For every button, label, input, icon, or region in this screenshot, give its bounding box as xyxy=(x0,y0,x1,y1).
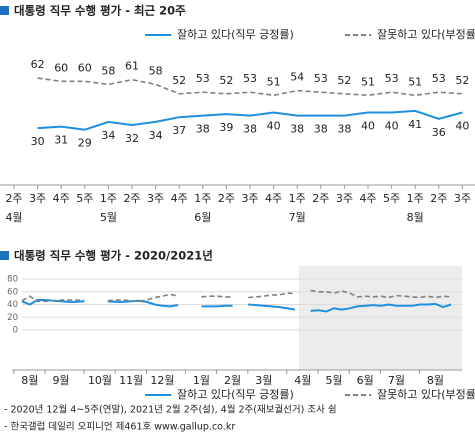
value-label: 36 xyxy=(432,126,446,139)
x-tick-label: 2주 xyxy=(312,192,329,205)
x-tick-label: 1주 xyxy=(407,192,424,205)
x-tick-label: 4주 xyxy=(53,192,70,205)
value-label: 39 xyxy=(219,121,233,134)
y-tick-label: 80 xyxy=(7,275,18,285)
chart-title: 대통령 직무 수행 평가 - 최근 20주 xyxy=(14,4,186,18)
value-label: 53 xyxy=(243,72,257,85)
value-label: 38 xyxy=(337,123,351,136)
value-label: 61 xyxy=(125,60,139,73)
value-label: 58 xyxy=(101,64,115,77)
value-label: 52 xyxy=(219,74,233,87)
x-tick-label: 3주 xyxy=(454,192,471,205)
x-tick-label: 12월 xyxy=(150,374,174,387)
footnote: - 2020년 12월 4~5주(연말), 2021년 2월 2주(설), 4월… xyxy=(4,404,337,416)
x-tick-label: 3주 xyxy=(336,192,353,205)
footnote: - 한국갤럽 데일리 오피니언 제461호 www.gallup.co.kr xyxy=(4,421,235,433)
value-label: 38 xyxy=(314,123,328,136)
value-label: 40 xyxy=(361,120,375,133)
x-tick-label: 10월 xyxy=(88,374,112,387)
value-label: 32 xyxy=(125,132,139,145)
x-tick-label: 3주 xyxy=(29,192,46,205)
value-label: 37 xyxy=(172,124,186,137)
y-tick-label: 20 xyxy=(7,313,18,323)
x-tick-label: 8월 xyxy=(21,374,38,387)
title-bullet xyxy=(0,6,9,15)
x-group-label: 6월 xyxy=(194,211,211,224)
x-tick-label: 4주 xyxy=(359,192,376,205)
value-label: 51 xyxy=(267,75,281,88)
value-label: 54 xyxy=(290,71,304,84)
x-group-label: 8월 xyxy=(407,211,424,224)
legend-label: 잘못하고 있다(부정률, %) xyxy=(377,387,475,401)
value-label: 53 xyxy=(432,72,446,85)
x-tick-label: 4주 xyxy=(171,192,188,205)
value-label: 51 xyxy=(361,75,375,88)
x-tick-label: 6월 xyxy=(357,374,374,387)
x-tick-label: 2주 xyxy=(5,192,22,205)
line xyxy=(37,109,463,131)
x-tick-label: 1주 xyxy=(194,192,211,205)
x-tick-label: 9월 xyxy=(52,374,69,387)
x-tick-label: 4월 xyxy=(294,374,311,387)
x-tick-label: 3주 xyxy=(241,192,258,205)
x-tick-label: 5주 xyxy=(383,192,400,205)
value-label: 52 xyxy=(455,74,469,87)
line xyxy=(21,289,452,303)
value-label: 29 xyxy=(78,137,92,150)
x-tick-label: 3주 xyxy=(147,192,164,205)
value-label: 60 xyxy=(78,61,92,74)
x-tick-label: 1주 xyxy=(100,192,117,205)
value-label: 40 xyxy=(267,120,281,133)
value-label: 52 xyxy=(172,74,186,87)
value-label: 58 xyxy=(149,64,163,77)
x-tick-label: 5주 xyxy=(76,192,93,205)
legend-label: 잘못하고 있다(부정률, %) xyxy=(377,27,475,41)
x-tick-label: 1주 xyxy=(289,192,306,205)
x-group-label: 4월 xyxy=(5,211,22,224)
x-tick-label: 8월 xyxy=(427,374,444,387)
x-tick-label: 2주 xyxy=(218,192,235,205)
value-label: 38 xyxy=(290,123,304,136)
x-group-label: 7월 xyxy=(289,211,306,224)
value-label: 38 xyxy=(196,123,210,136)
x-tick-label: 2주 xyxy=(430,192,447,205)
y-tick-label: 40 xyxy=(7,300,18,310)
value-label: 53 xyxy=(196,72,210,85)
x-tick-label: 3월 xyxy=(255,374,272,387)
legend-label: 잘하고 있다(직무 긍정률) xyxy=(177,27,294,41)
legend-label: 잘하고 있다(직무 긍정률) xyxy=(177,387,294,401)
x-tick-label: 5월 xyxy=(325,374,342,387)
value-label: 40 xyxy=(455,120,469,133)
value-label: 53 xyxy=(314,72,328,85)
value-label: 38 xyxy=(243,123,257,136)
value-label: 53 xyxy=(385,72,399,85)
x-group-label: 5월 xyxy=(100,211,117,224)
value-label: 41 xyxy=(408,118,422,131)
x-tick-label: 2주 xyxy=(123,192,140,205)
value-label: 51 xyxy=(408,75,422,88)
chart-title: 대통령 직무 수행 평가 - 2020/2021년 xyxy=(14,249,213,263)
value-label: 30 xyxy=(31,135,45,148)
value-label: 60 xyxy=(54,61,68,74)
value-label: 34 xyxy=(101,129,115,142)
x-tick-label: 7월 xyxy=(388,374,405,387)
value-label: 34 xyxy=(149,129,163,142)
value-label: 52 xyxy=(337,74,351,87)
value-label: 40 xyxy=(385,120,399,133)
value-label: 62 xyxy=(31,58,45,71)
shaded-period xyxy=(299,266,462,370)
x-tick-label: 4주 xyxy=(265,192,282,205)
y-tick-label: 0 xyxy=(13,326,18,336)
value-label: 31 xyxy=(54,134,68,147)
title-bullet xyxy=(0,251,9,260)
x-tick-label: 11월 xyxy=(119,374,143,387)
x-tick-label: 2월 xyxy=(224,374,241,387)
x-tick-label: 1월 xyxy=(193,374,210,387)
y-tick-label: 60 xyxy=(7,287,18,297)
